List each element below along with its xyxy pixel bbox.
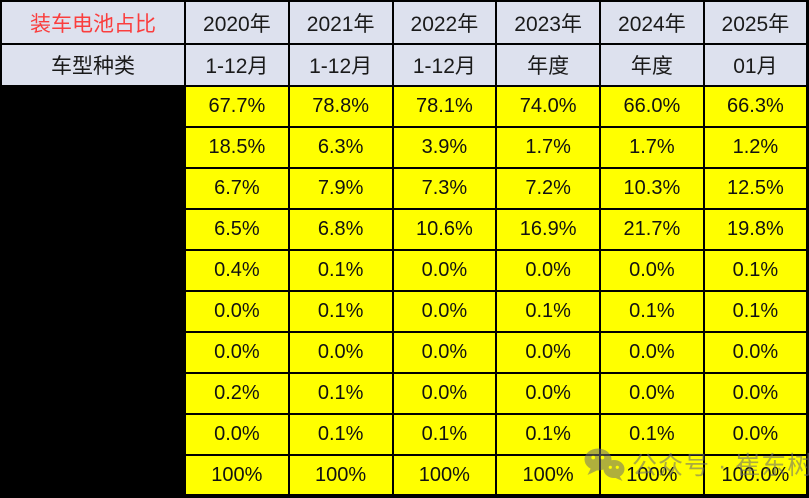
data-cell: 12.5%: [702, 167, 809, 210]
period-header-cell: 年度: [599, 43, 705, 87]
data-cell: 100%: [391, 454, 498, 497]
data-cell: 16.9%: [495, 208, 601, 251]
year-header-cell: 2024年: [599, 0, 705, 45]
row-category-header-cell: 车型种类: [0, 43, 186, 87]
period-header-cell: 01月: [702, 43, 809, 87]
redacted-row-label-cell: [0, 208, 186, 251]
data-cell: 100%: [599, 454, 705, 497]
data-cell: 6.7%: [184, 167, 290, 210]
data-cell: 21.7%: [599, 208, 705, 251]
redacted-row-label-cell: [0, 290, 186, 333]
table-title-cell: 装车电池占比: [0, 0, 186, 45]
data-cell: 6.8%: [287, 208, 394, 251]
period-header-cell: 1-12月: [287, 43, 394, 87]
year-header-cell: 2022年: [391, 0, 498, 45]
year-header-cell: 2021年: [287, 0, 394, 45]
data-cell: 1.7%: [495, 126, 601, 169]
data-cell: 0.0%: [702, 413, 809, 456]
data-cell: 7.9%: [287, 167, 394, 210]
data-cell: 0.1%: [495, 413, 601, 456]
table-row: 0.4% 0.1% 0.0% 0.0% 0.0% 0.1%: [0, 249, 809, 292]
data-cell: 10.6%: [391, 208, 498, 251]
data-cell: 0.0%: [184, 413, 290, 456]
year-header-cell: 2025年: [702, 0, 809, 45]
data-cell: 0.2%: [184, 372, 290, 415]
table-row: 0.0% 0.0% 0.0% 0.0% 0.0% 0.0%: [0, 331, 809, 374]
year-header-cell: 2020年: [184, 0, 290, 45]
data-cell: 100%: [495, 454, 601, 497]
data-cell: 0.0%: [495, 249, 601, 292]
data-cell: 0.1%: [702, 249, 809, 292]
data-cell: 78.1%: [391, 85, 498, 128]
data-cell: 0.1%: [287, 413, 394, 456]
redacted-row-label-cell: [0, 85, 186, 128]
period-header-cell: 年度: [495, 43, 601, 87]
redacted-row-label-cell: [0, 454, 186, 497]
table-row: 0.0% 0.1% 0.0% 0.1% 0.1% 0.1%: [0, 290, 809, 333]
period-header-cell: 1-12月: [184, 43, 290, 87]
data-cell: 74.0%: [495, 85, 601, 128]
data-cell: 18.5%: [184, 126, 290, 169]
data-cell: 0.0%: [184, 290, 290, 333]
data-cell: 1.2%: [702, 126, 809, 169]
redacted-row-label-cell: [0, 372, 186, 415]
data-cell: 0.1%: [391, 413, 498, 456]
data-cell: 0.0%: [495, 372, 601, 415]
year-header-cell: 2023年: [495, 0, 601, 45]
table-row: 6.7% 7.9% 7.3% 7.2% 10.3% 12.5%: [0, 167, 809, 210]
redacted-row-label-cell: [0, 167, 186, 210]
data-cell: 0.0%: [391, 290, 498, 333]
data-cell: 0.0%: [599, 372, 705, 415]
data-cell: 0.0%: [184, 331, 290, 374]
data-cell: 0.0%: [702, 372, 809, 415]
data-cell: 7.3%: [391, 167, 498, 210]
data-cell: 0.1%: [287, 249, 394, 292]
table-row: 67.7% 78.8% 78.1% 74.0% 66.0% 66.3%: [0, 85, 809, 128]
data-cell: 0.0%: [599, 331, 705, 374]
data-cell: 100%: [184, 454, 290, 497]
data-cell: 1.7%: [599, 126, 705, 169]
data-cell: 66.3%: [702, 85, 809, 128]
data-cell: 0.1%: [495, 290, 601, 333]
data-cell: 6.3%: [287, 126, 394, 169]
table-row: 6.5% 6.8% 10.6% 16.9% 21.7% 19.8%: [0, 208, 809, 251]
table-row: 18.5% 6.3% 3.9% 1.7% 1.7% 1.2%: [0, 126, 809, 169]
data-cell: 0.0%: [599, 249, 705, 292]
data-cell: 7.2%: [495, 167, 601, 210]
redacted-row-label-cell: [0, 413, 186, 456]
period-header-row: 车型种类 1-12月 1-12月 1-12月 年度 年度 01月: [0, 43, 809, 87]
redacted-row-label-cell: [0, 249, 186, 292]
data-cell: 0.0%: [702, 331, 809, 374]
table-row-total: 100% 100% 100% 100% 100% 100.0%: [0, 454, 809, 497]
data-cell: 0.0%: [287, 331, 394, 374]
data-cell: 10.3%: [599, 167, 705, 210]
period-header-cell: 1-12月: [391, 43, 498, 87]
data-cell: 0.0%: [391, 372, 498, 415]
data-cell: 0.4%: [184, 249, 290, 292]
data-cell: 3.9%: [391, 126, 498, 169]
data-cell: 67.7%: [184, 85, 290, 128]
data-cell: 6.5%: [184, 208, 290, 251]
data-cell: 0.1%: [287, 290, 394, 333]
data-cell: 0.1%: [702, 290, 809, 333]
data-cell: 0.1%: [599, 413, 705, 456]
data-cell: 0.1%: [599, 290, 705, 333]
data-cell: 78.8%: [287, 85, 394, 128]
table-row: 0.0% 0.1% 0.1% 0.1% 0.1% 0.0%: [0, 413, 809, 456]
redacted-row-label-cell: [0, 126, 186, 169]
data-cell: 66.0%: [599, 85, 705, 128]
data-cell: 0.0%: [391, 249, 498, 292]
data-cell: 100.0%: [702, 454, 809, 497]
data-cell: 100%: [287, 454, 394, 497]
data-cell: 0.0%: [495, 331, 601, 374]
year-header-row: 装车电池占比 2020年 2021年 2022年 2023年 2024年 202…: [0, 0, 809, 45]
data-cell: 19.8%: [702, 208, 809, 251]
redacted-row-label-cell: [0, 331, 186, 374]
table-row: 0.2% 0.1% 0.0% 0.0% 0.0% 0.0%: [0, 372, 809, 415]
data-cell: 0.1%: [287, 372, 394, 415]
data-cell: 0.0%: [391, 331, 498, 374]
